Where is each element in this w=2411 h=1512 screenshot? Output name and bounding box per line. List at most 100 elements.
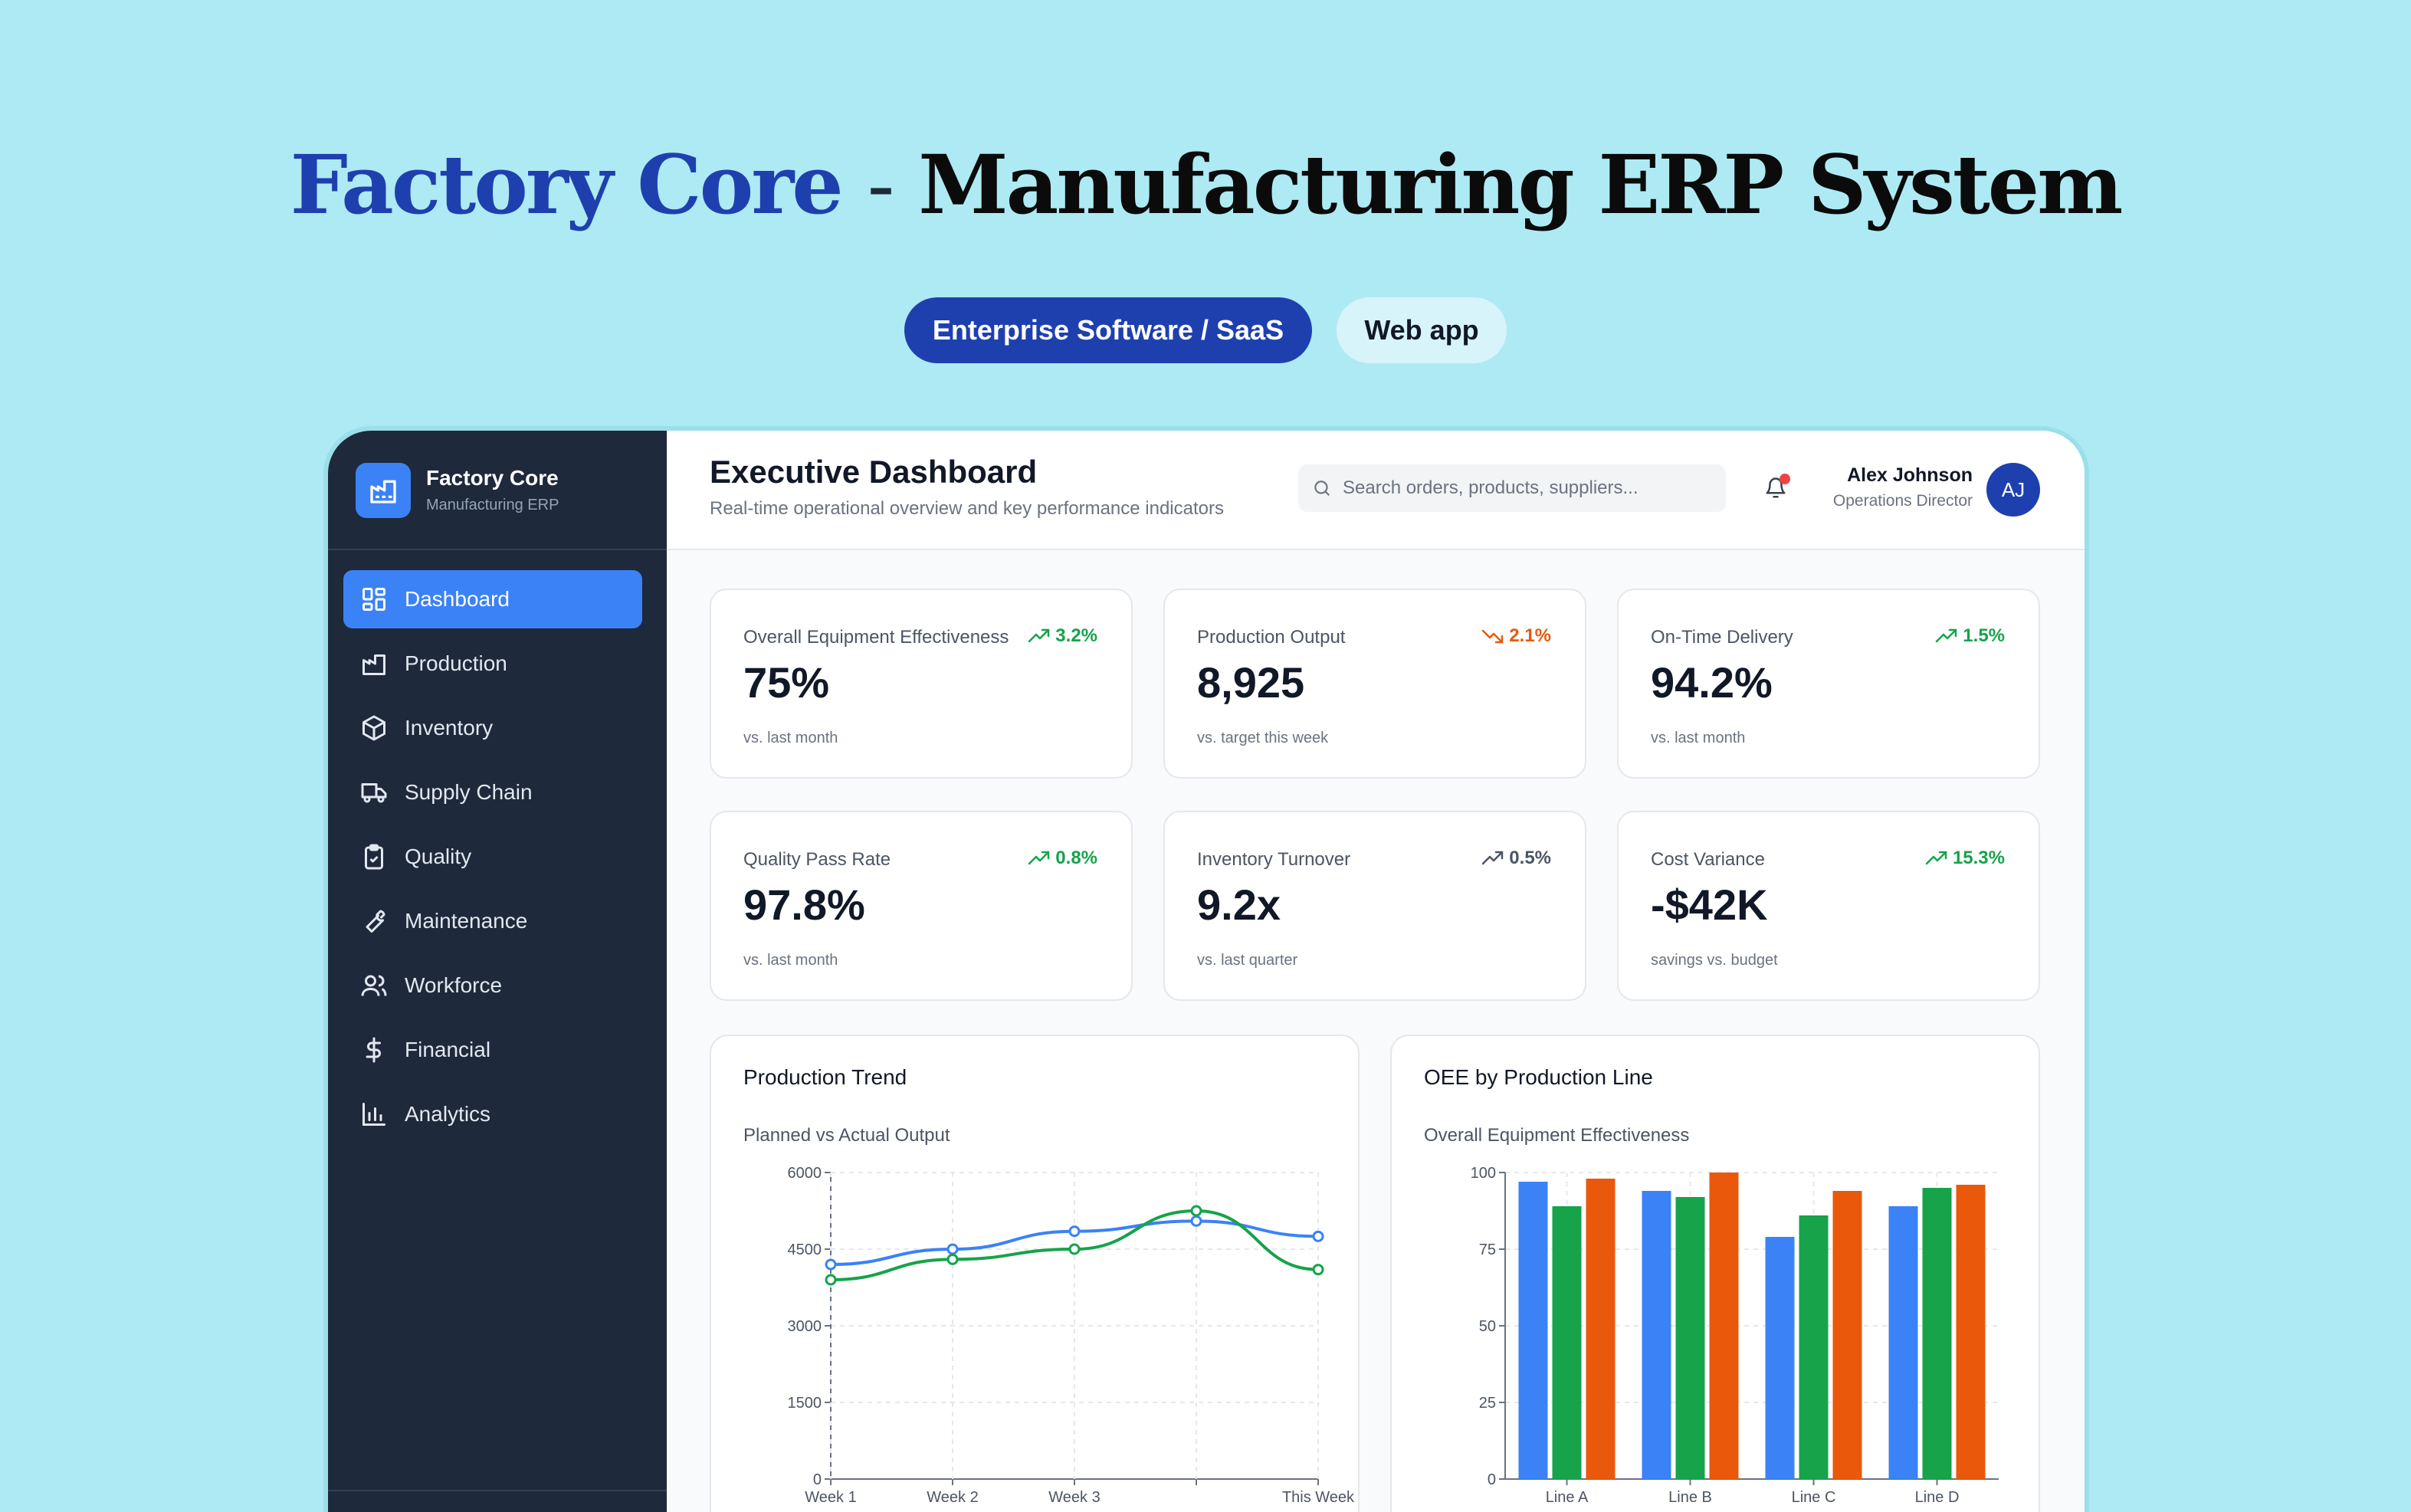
- dashboard-grid-icon: [362, 588, 385, 611]
- sidebar-divider: [328, 549, 667, 550]
- kpi-note: vs. last month: [743, 730, 838, 746]
- bar: [1888, 1206, 1918, 1479]
- sidebar-item-analytics[interactable]: Analytics: [343, 1085, 642, 1143]
- kpi-value: 94.2%: [1651, 658, 1773, 707]
- notification-dot: [1780, 474, 1790, 484]
- notifications-button[interactable]: [1757, 469, 1795, 507]
- y-tick-label: 75: [1479, 1241, 1496, 1258]
- bar: [1799, 1215, 1829, 1479]
- kpi-note: vs. last month: [743, 952, 838, 969]
- bar: [1709, 1173, 1739, 1479]
- sidebar-bottom-divider: [328, 1490, 667, 1491]
- y-tick-label: 4500: [788, 1241, 822, 1258]
- page-subtitle: Real-time operational overview and key p…: [710, 498, 1224, 519]
- bar: [1675, 1197, 1705, 1479]
- y-tick-label: 100: [1471, 1165, 1496, 1182]
- y-tick-label: 50: [1479, 1318, 1496, 1335]
- y-tick-label: 0: [813, 1471, 822, 1488]
- trend-up-icon: [1028, 628, 1050, 643]
- sidebar-item-dashboard[interactable]: Dashboard: [343, 570, 642, 628]
- bar: [1765, 1237, 1795, 1479]
- trend-up-icon: [1482, 851, 1504, 865]
- kpi-trend: 2.1%: [1481, 625, 1551, 647]
- category-tag: Enterprise Software / SaaS: [904, 297, 1312, 363]
- box-icon: [362, 715, 385, 741]
- kpi-card-inventory-turnover[interactable]: Inventory Turnover 0.5% 9.2x vs. last qu…: [1163, 811, 1586, 1001]
- data-point: [1190, 1205, 1202, 1217]
- kpi-label: Cost Variance: [1651, 849, 1765, 870]
- user-role: Operations Director: [1832, 492, 1973, 510]
- main-content: Executive Dashboard Real-time operationa…: [667, 431, 2085, 1512]
- page-title: Executive Dashboard: [710, 454, 1038, 490]
- kpi-label: Overall Equipment Effectiveness: [743, 627, 1009, 648]
- kpi-card-quality-pass-rate[interactable]: Quality Pass Rate 0.8% 97.8% vs. last mo…: [710, 811, 1133, 1001]
- x-tick-label: Line C: [1792, 1489, 1836, 1506]
- sidebar-item-label: Inventory: [405, 716, 494, 740]
- factory-icon: [362, 654, 385, 675]
- series-line-1: [830, 1209, 1319, 1281]
- production-trend-card: 0 1500 3000 4500 6000 Week 1 Week 2 Week 3 This …: [710, 1035, 1360, 1512]
- data-point: [1190, 1215, 1202, 1227]
- bar: [1832, 1191, 1862, 1479]
- sidebar-item-label: Supply Chain: [405, 780, 533, 804]
- kpi-value: 9.2x: [1197, 881, 1281, 929]
- user-name: Alex Johnson: [1847, 464, 1973, 486]
- wrench-icon: [366, 910, 385, 933]
- chart-subtitle: Planned vs Actual Output: [743, 1125, 950, 1146]
- kpi-value: -$42K: [1651, 881, 1768, 929]
- kpi-trend: 15.3%: [1925, 848, 2005, 869]
- sidebar-item-quality[interactable]: Quality: [343, 828, 642, 886]
- y-tick-label: 1500: [788, 1395, 822, 1412]
- production-trend-chart: 0 1500 3000 4500 6000 Week 1 Week 2 Week 3 This …: [788, 1165, 1356, 1506]
- top-bar: Executive Dashboard Real-time operationa…: [667, 431, 2085, 550]
- kpi-trend: 1.5%: [1935, 625, 2005, 647]
- bar: [1956, 1185, 1986, 1479]
- kpi-label: Quality Pass Rate: [743, 849, 891, 870]
- y-tick-label: 25: [1479, 1395, 1496, 1412]
- kpi-trend-value: 1.5%: [1963, 625, 2005, 646]
- data-point: [946, 1243, 959, 1255]
- avatar[interactable]: AJ: [1986, 463, 2040, 517]
- platform-tag: Web app: [1337, 297, 1507, 363]
- trend-down-icon: [1482, 629, 1504, 644]
- clipboard-check-icon: [365, 844, 383, 870]
- x-tick-label: Week 1: [805, 1489, 856, 1506]
- kpi-card-production-output[interactable]: Production Output 2.1% 8,925 vs. target …: [1163, 589, 1586, 779]
- factory-logo-icon: [356, 463, 411, 518]
- sidebar-item-supply-chain[interactable]: Supply Chain: [343, 763, 642, 822]
- dollar-icon: [366, 1037, 381, 1063]
- sidebar-item-financial[interactable]: Financial: [343, 1021, 642, 1079]
- kpi-note: savings vs. budget: [1651, 952, 1778, 969]
- sidebar-item-label: Maintenance: [405, 909, 528, 933]
- search-bar[interactable]: [1298, 464, 1726, 512]
- sidebar-app-name: Factory Core: [426, 466, 559, 490]
- sidebar-item-production[interactable]: Production: [343, 635, 642, 693]
- kpi-value: 97.8%: [743, 881, 865, 929]
- y-tick-label: 6000: [788, 1165, 822, 1182]
- sidebar-item-maintenance[interactable]: Maintenance: [343, 892, 642, 950]
- kpi-card-oee[interactable]: Overall Equipment Effectiveness 3.2% 75%…: [710, 589, 1133, 779]
- sidebar-item-inventory[interactable]: Inventory: [343, 699, 642, 757]
- bar: [1552, 1206, 1582, 1479]
- hero-brand: Factory Core: [290, 136, 844, 232]
- bar: [1586, 1179, 1616, 1479]
- kpi-card-on-time-delivery[interactable]: On-Time Delivery 1.5% 94.2% vs. last mon…: [1617, 589, 2040, 779]
- kpi-value: 8,925: [1197, 658, 1305, 707]
- search-input[interactable]: [1343, 477, 1711, 499]
- data-point: [1312, 1230, 1324, 1242]
- oee-by-line-chart: 0 25 50 75 100 Line A Line B Line C Line D: [1471, 1165, 1999, 1506]
- sidebar-item-workforce[interactable]: Workforce: [343, 956, 642, 1015]
- x-tick-label: This Week: [1282, 1489, 1355, 1506]
- trend-up-icon: [1925, 851, 1947, 865]
- chart-title: Production Trend: [743, 1065, 907, 1089]
- kpi-trend: 0.5%: [1481, 848, 1551, 869]
- bar: [1642, 1191, 1671, 1479]
- kpi-note: vs. last month: [1651, 730, 1746, 746]
- kpi-label: Production Output: [1197, 627, 1346, 648]
- trend-up-icon: [1028, 851, 1050, 865]
- y-tick-label: 3000: [788, 1318, 822, 1335]
- kpi-card-cost-variance[interactable]: Cost Variance 15.3% -$42K savings vs. bu…: [1617, 811, 2040, 1001]
- x-tick-label: Line A: [1546, 1489, 1589, 1506]
- data-point: [825, 1274, 837, 1286]
- kpi-trend-value: 15.3%: [1952, 848, 2005, 868]
